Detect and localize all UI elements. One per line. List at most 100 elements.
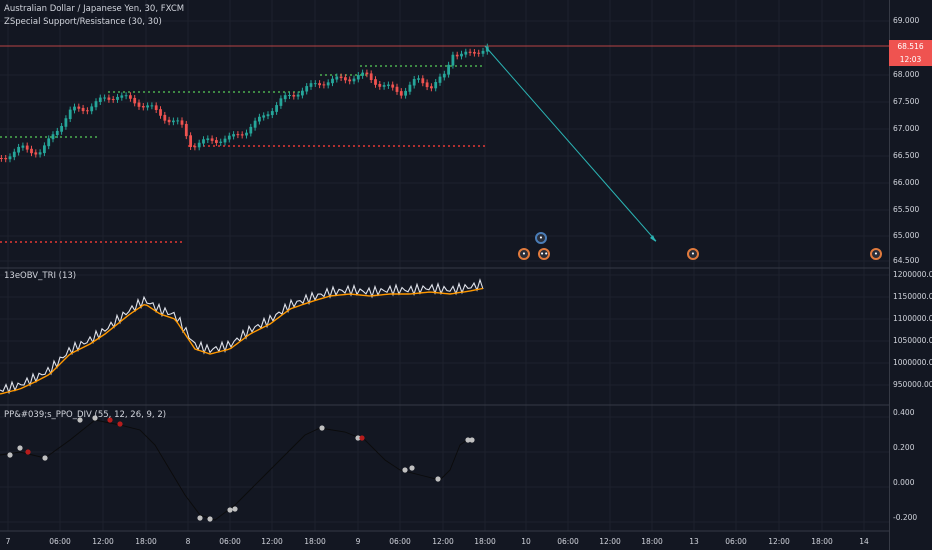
ppo-dot: [7, 452, 13, 458]
price-axis-label: 65.500: [893, 205, 920, 214]
time-axis-label: 06:00: [219, 537, 241, 546]
candle: [326, 82, 330, 86]
candle: [86, 110, 89, 112]
candle: [47, 138, 51, 147]
trend-projection-arrow[interactable]: [484, 45, 657, 242]
candle: [288, 95, 291, 97]
candle: [215, 140, 218, 143]
indicator-title-obv[interactable]: 13eOBV_TRI (13): [4, 271, 77, 281]
candle: [103, 97, 106, 99]
obv-axis-label: 1200000.00: [893, 270, 932, 279]
ppo-axis-label: -0.200: [893, 513, 918, 522]
ppo-dot: [409, 465, 415, 471]
ppo-axis-label: 0.400: [893, 408, 915, 417]
candle: [146, 105, 149, 108]
candle: [253, 120, 257, 128]
candle: [163, 114, 167, 121]
ppo-dot: [227, 507, 233, 513]
event-globe-icon[interactable]: •: [535, 232, 547, 244]
time-axis-label: 06:00: [557, 537, 579, 546]
candle: [154, 105, 158, 110]
price-axis-label: 64.500: [893, 256, 920, 265]
time-axis-label: 7: [5, 537, 11, 546]
candle: [4, 158, 8, 160]
ppo-line: [0, 419, 471, 521]
candle: [408, 84, 412, 92]
candle: [275, 105, 278, 112]
event-flag-icon[interactable]: ••: [538, 248, 550, 260]
candle: [361, 72, 364, 76]
candle: [447, 64, 450, 75]
candle: [223, 138, 227, 143]
support-resistance-lines: [0, 65, 485, 243]
time-axis-label: 8: [185, 537, 191, 546]
candle: [468, 51, 472, 53]
candle: [425, 82, 429, 88]
indicator-title-ppo[interactable]: PP&#039;s_PPO_DIV (55, 12, 26, 9, 2): [4, 410, 167, 420]
candle: [369, 73, 373, 81]
time-axis-label: 12:00: [261, 537, 283, 546]
candle: [240, 134, 244, 136]
time-axis-label: 06:00: [389, 537, 411, 546]
candle: [124, 95, 128, 97]
candle: [404, 90, 407, 96]
event-flag-icon[interactable]: •: [518, 248, 530, 260]
candle: [159, 109, 162, 116]
candle: [378, 84, 382, 87]
time-axis-label: 12:00: [92, 537, 114, 546]
candle: [206, 138, 210, 141]
candle: [331, 78, 334, 84]
ppo-dot: [25, 449, 31, 455]
candle: [219, 141, 223, 143]
obv-axis-label: 1100000.00: [893, 314, 932, 323]
candle: [464, 51, 468, 55]
candle: [455, 54, 459, 57]
event-flag-icon[interactable]: •: [870, 248, 882, 260]
ppo-dot: [469, 437, 475, 443]
candle: [184, 123, 188, 137]
ppo-dot: [117, 421, 123, 427]
obv-axis-label: 950000.00: [893, 380, 932, 389]
candle: [356, 75, 360, 80]
candle: [352, 78, 356, 82]
candle: [172, 120, 175, 123]
candle: [477, 52, 481, 54]
candle: [344, 77, 347, 81]
ppo-dot: [319, 425, 325, 431]
candle: [43, 145, 46, 154]
candle: [77, 106, 81, 109]
time-axis-label: 06:00: [725, 537, 747, 546]
event-flag-icon[interactable]: •: [687, 248, 699, 260]
ppo-dot: [17, 445, 23, 451]
current-price-tag[interactable]: 68.516: [889, 40, 932, 53]
symbol-title[interactable]: Australian Dollar / Japanese Yen, 30, FX…: [4, 4, 185, 14]
candle: [365, 72, 369, 75]
time-axis-label: 06:00: [49, 537, 71, 546]
candle: [25, 145, 29, 150]
price-axis-label: 69.000: [893, 16, 920, 25]
candle: [0, 158, 3, 159]
candle: [430, 86, 433, 89]
candle: [391, 84, 395, 88]
candle: [460, 53, 463, 57]
ppo-dot: [77, 417, 83, 423]
time-axis-label: 18:00: [811, 537, 833, 546]
indicator-title-sr[interactable]: ZSpecial Support/Resistance (30, 30): [4, 17, 162, 27]
ppo-axis-label: 0.200: [893, 443, 915, 452]
candle: [107, 97, 111, 100]
candle: [21, 145, 25, 148]
candle: [34, 152, 38, 155]
price-axis-label: 65.000: [893, 231, 920, 240]
ppo-divergence-dots: [7, 415, 475, 522]
candle: [227, 135, 231, 140]
candle: [412, 78, 416, 86]
candle: [30, 148, 33, 154]
candle: [417, 78, 420, 80]
candle: [283, 95, 287, 100]
candle: [116, 96, 119, 100]
time-axis-label: 14: [859, 537, 869, 546]
ppo-dot: [92, 415, 98, 421]
candle: [374, 79, 377, 85]
candle: [258, 116, 261, 122]
